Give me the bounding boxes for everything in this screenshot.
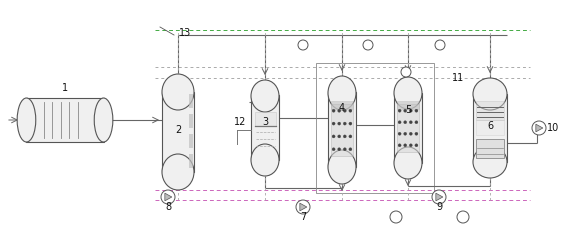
Text: 9: 9 [436,202,442,212]
Circle shape [409,132,412,135]
Circle shape [415,144,418,147]
Circle shape [404,132,406,135]
Bar [254,112,275,126]
Bar [476,139,504,158]
Circle shape [432,190,446,204]
Bar [251,95,279,160]
Circle shape [398,132,401,135]
Bar [331,104,353,156]
Ellipse shape [94,98,113,142]
Bar [473,94,507,162]
Circle shape [415,132,418,135]
Circle shape [398,121,401,124]
Circle shape [404,121,406,124]
Bar [316,63,434,193]
Text: 12: 12 [234,117,246,127]
Circle shape [298,40,308,50]
Circle shape [363,40,373,50]
Circle shape [415,109,418,112]
Circle shape [332,148,335,151]
Circle shape [401,67,411,77]
Ellipse shape [17,98,36,142]
Ellipse shape [328,76,356,110]
Circle shape [349,109,352,112]
Text: 2: 2 [175,125,181,135]
Ellipse shape [251,144,279,176]
Text: 7: 7 [300,212,306,222]
Polygon shape [300,203,307,211]
Circle shape [349,122,352,125]
Circle shape [349,148,352,151]
Bar [397,104,419,152]
Bar [397,101,419,109]
Bar [162,92,194,172]
Ellipse shape [251,80,279,112]
Bar [331,101,353,109]
Circle shape [398,144,401,147]
Ellipse shape [162,154,194,190]
Circle shape [343,122,346,125]
Circle shape [398,109,401,112]
Ellipse shape [394,77,422,109]
Circle shape [409,121,412,124]
Circle shape [338,122,341,125]
Text: 5: 5 [405,105,411,115]
Bar [26,98,104,142]
Polygon shape [536,124,543,132]
Circle shape [343,109,346,112]
Circle shape [338,135,341,138]
Ellipse shape [394,147,422,179]
Circle shape [349,135,352,138]
Text: 10: 10 [547,123,559,133]
Circle shape [296,200,310,214]
Circle shape [435,40,445,50]
Circle shape [409,109,412,112]
Circle shape [390,211,402,223]
Circle shape [457,211,469,223]
Circle shape [409,144,412,147]
Circle shape [338,148,341,151]
Polygon shape [165,193,172,201]
Circle shape [332,122,335,125]
Text: 3: 3 [262,117,268,127]
Ellipse shape [473,146,507,178]
Text: 1: 1 [62,83,68,93]
Bar [189,94,193,108]
Ellipse shape [162,74,194,110]
Circle shape [161,190,175,204]
Circle shape [343,135,346,138]
Circle shape [343,148,346,151]
Text: 4: 4 [339,103,345,113]
Bar [189,114,193,128]
Bar [189,154,193,168]
Circle shape [338,109,341,112]
Bar [476,101,504,120]
Text: 8: 8 [165,202,171,212]
Circle shape [332,135,335,138]
Circle shape [415,121,418,124]
Text: 13: 13 [179,28,191,38]
Circle shape [404,144,406,147]
Circle shape [404,109,406,112]
Bar [394,93,422,163]
Ellipse shape [473,78,507,110]
Text: 11: 11 [452,73,464,83]
Bar [189,134,193,148]
Polygon shape [436,193,443,201]
Bar [328,92,356,167]
Circle shape [332,109,335,112]
Ellipse shape [328,150,356,184]
Text: 6: 6 [487,121,493,131]
Bar [476,120,504,135]
Circle shape [532,121,546,135]
